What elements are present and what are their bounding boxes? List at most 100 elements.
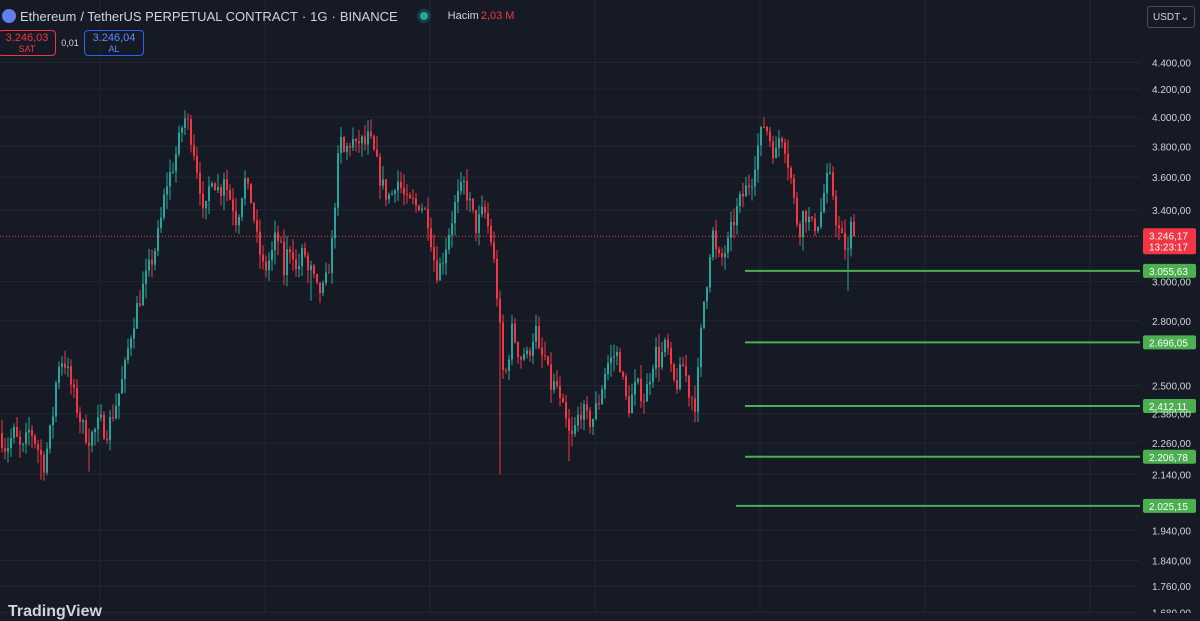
candle: [733, 208, 735, 239]
candle: [418, 204, 420, 212]
candle: [352, 127, 354, 152]
candle: [682, 357, 684, 367]
candle: [85, 414, 87, 445]
candle: [553, 373, 555, 394]
candle: [226, 169, 228, 202]
sell-button[interactable]: 3.246,03 SAT: [0, 30, 56, 56]
candle: [574, 417, 576, 438]
candle: [832, 166, 834, 200]
candle: [640, 364, 642, 408]
candle: [220, 184, 222, 206]
candle: [298, 253, 300, 278]
candle: [622, 370, 624, 381]
candle: [757, 133, 759, 183]
candle: [448, 228, 450, 254]
candle: [136, 296, 138, 330]
candle: [433, 234, 435, 272]
price-axis-tick-label: 2.140,00: [1152, 470, 1191, 481]
candle: [697, 357, 699, 422]
candle: [97, 404, 99, 443]
candle: [70, 359, 72, 395]
candle: [556, 370, 558, 389]
candle: [610, 344, 612, 377]
candle: [760, 126, 762, 157]
candle: [274, 220, 276, 265]
buy-button[interactable]: 3.246,04 AL: [84, 30, 144, 56]
candle: [484, 200, 486, 219]
candle: [388, 192, 390, 204]
candle: [805, 209, 807, 233]
candle: [421, 203, 423, 214]
candle: [469, 191, 471, 212]
candle: [358, 130, 360, 153]
candle: [178, 125, 180, 157]
candle: [34, 433, 36, 449]
support-level-value: 2.696,05: [1149, 338, 1188, 349]
candle: [781, 136, 783, 149]
candle: [109, 409, 111, 451]
buy-price: 3.246,04: [92, 32, 136, 44]
candle: [784, 138, 786, 164]
candle: [430, 217, 432, 252]
candle: [595, 391, 597, 421]
candle: [4, 437, 6, 460]
candle: [766, 125, 768, 136]
candle: [193, 134, 195, 161]
candle: [502, 314, 504, 380]
candle: [316, 273, 318, 285]
candle: [652, 364, 654, 388]
candle: [841, 220, 843, 234]
candle: [676, 368, 678, 394]
candle: [775, 136, 777, 159]
candle: [190, 114, 192, 153]
support-level-value: 3.055,63: [1149, 267, 1188, 278]
volume-value: 2,03 M: [480, 10, 515, 22]
candle: [214, 182, 216, 191]
candle: [550, 352, 552, 403]
candle: [244, 170, 246, 206]
candle: [181, 125, 183, 143]
candle: [283, 229, 285, 286]
candle: [547, 355, 549, 366]
candle: [184, 110, 186, 136]
candle: [427, 197, 429, 241]
candle: [829, 162, 831, 176]
support-level-tag: [1143, 335, 1196, 350]
candle: [10, 428, 12, 458]
candle: [397, 170, 399, 201]
candle: [718, 246, 720, 258]
candle: [670, 341, 672, 373]
candle: [637, 377, 639, 385]
quick-trade-panel: 3.246,03 SAT 0,01 3.246,04 AL: [0, 30, 144, 56]
candle: [289, 245, 291, 264]
candle: [175, 146, 177, 183]
candle: [349, 142, 351, 157]
candle: [457, 179, 459, 214]
price-axis-tick-label: 3.000,00: [1152, 277, 1191, 288]
candle: [151, 249, 153, 278]
candle: [256, 209, 258, 243]
currency-select[interactable]: USDT ⌄: [1147, 6, 1195, 28]
candle: [436, 246, 438, 284]
dot-separator: ·: [331, 8, 336, 24]
candle: [127, 338, 129, 364]
candle: [748, 174, 750, 196]
candle: [838, 215, 840, 241]
sell-label: SAT: [18, 44, 36, 54]
symbol-name[interactable]: Ethereum: [20, 8, 77, 24]
support-level-tag: [1143, 449, 1196, 464]
candle: [52, 406, 54, 439]
candle: [247, 177, 249, 190]
candle: [370, 119, 372, 140]
interval-label[interactable]: 1G: [310, 8, 328, 24]
candle: [460, 172, 462, 196]
price-axis-tick-label: 2.500,00: [1152, 382, 1191, 393]
dot-separator: ·: [301, 8, 307, 24]
candle: [412, 188, 414, 205]
candle: [847, 237, 849, 291]
support-level-tag: [1143, 498, 1196, 513]
candle: [715, 219, 717, 259]
candle: [202, 180, 204, 219]
candle: [205, 200, 207, 220]
